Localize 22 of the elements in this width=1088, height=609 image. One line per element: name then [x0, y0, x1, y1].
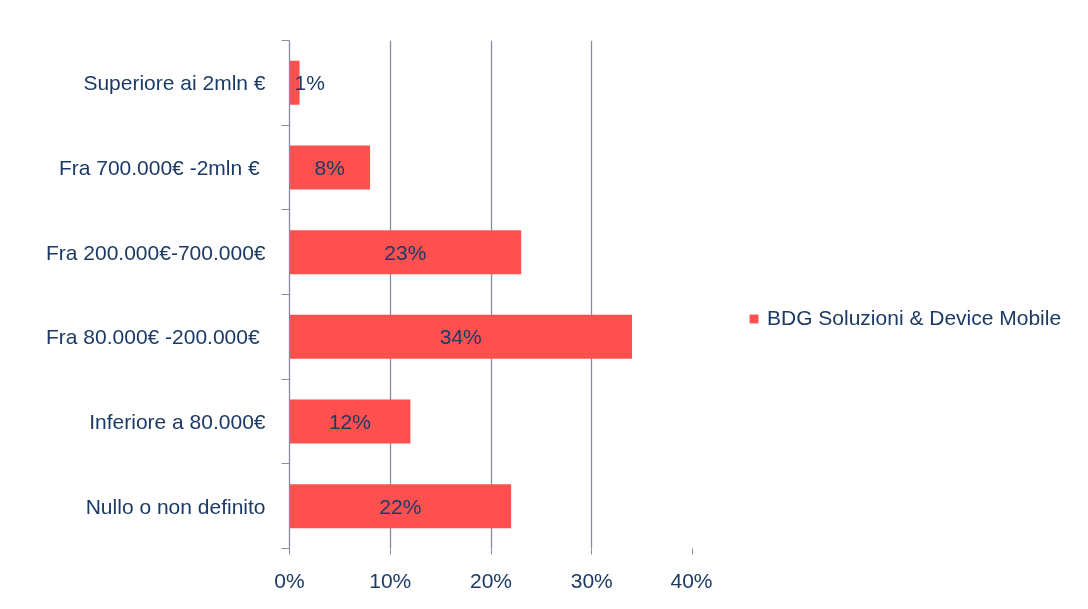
- data-label: 23%: [384, 240, 427, 264]
- y-tick-label: Fra 700.000€ -2mln €: [58, 156, 260, 179]
- x-tick-label: 40%: [670, 568, 713, 592]
- y-tick-label: Inferiore a 80.000€: [89, 410, 266, 433]
- bar: [289, 399, 411, 444]
- data-label: 8%: [314, 156, 345, 179]
- data-label: 12%: [328, 410, 371, 433]
- bar: [289, 230, 522, 275]
- x-tick-label: 0%: [274, 568, 305, 592]
- data-label: 34%: [439, 325, 482, 349]
- legend-label: BDG Soluzioni & Device Mobile: [767, 306, 1062, 330]
- y-tick-label: Nullo o non definito: [85, 494, 266, 518]
- x-tick-label: 10%: [369, 568, 412, 592]
- x-tick-label: 20%: [469, 568, 513, 592]
- bar: [289, 145, 371, 190]
- y-tick-label: Fra 200.000€-700.000€: [45, 240, 266, 264]
- bar: [289, 314, 633, 359]
- bar: [289, 484, 512, 529]
- data-label: 22%: [379, 494, 422, 518]
- x-tick-label: 30%: [570, 568, 613, 592]
- y-tick-label: Fra 80.000€ -200.000€: [46, 325, 260, 349]
- y-tick-label: Superiore ai 2mln €: [83, 71, 266, 95]
